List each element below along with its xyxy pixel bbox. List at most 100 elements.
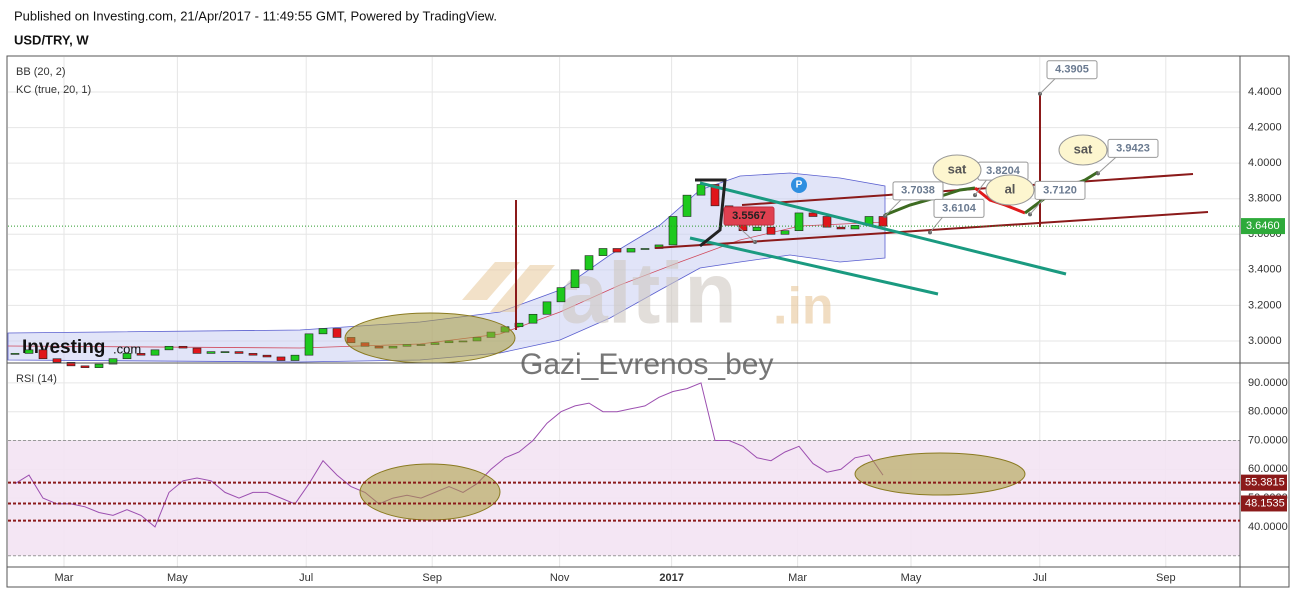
marker-badge <box>791 177 807 193</box>
candle <box>262 354 272 358</box>
x-tick-label: Sep <box>1156 572 1176 584</box>
candle <box>234 351 244 354</box>
candle <box>822 216 832 228</box>
x-tick-label: Jul <box>1033 572 1047 584</box>
signal-bubble <box>985 174 1035 206</box>
y-tick-label: 80.0000 <box>1248 406 1288 418</box>
signal-bubble <box>932 154 982 186</box>
candle <box>108 358 118 365</box>
annotation-box <box>1107 138 1159 158</box>
candle <box>640 248 650 250</box>
candle <box>780 230 790 235</box>
candle <box>556 287 566 303</box>
annotation-leader <box>884 197 904 217</box>
signal-bubble <box>1058 134 1108 166</box>
annotation-leader <box>1029 197 1046 215</box>
candle <box>192 347 202 354</box>
annotation-label: 3.8204 <box>986 165 1021 177</box>
symbol: USD/TRY, W <box>14 32 89 47</box>
x-tick-label: Sep <box>422 572 442 584</box>
watermark-logo: Investing <box>22 337 105 358</box>
watermark-site-suffix: .in <box>773 278 834 336</box>
y-tick-label: 90.0000 <box>1248 377 1288 389</box>
annotation-label: 3.5567 <box>732 210 766 222</box>
indicator-label: KC (true, 20, 1) <box>16 84 91 96</box>
y-tick-label: 4.0000 <box>1248 157 1282 169</box>
rsi-level-badge <box>1241 474 1287 491</box>
y-tick-label: 60.0000 <box>1248 463 1288 475</box>
candle <box>612 248 622 253</box>
candle <box>38 349 48 360</box>
annotation-label: 3.6104 <box>942 202 977 214</box>
annotations: 4.3905 3.9423 3.8204 3.7120 3.7038 3.6104 3.55… <box>723 60 1159 244</box>
candle <box>206 351 216 354</box>
y-tick-label: 3.4000 <box>1248 264 1282 276</box>
candle <box>318 328 328 335</box>
annotation-box <box>723 206 775 226</box>
y-tick-label: 40.0000 <box>1248 521 1288 533</box>
candle <box>542 301 552 315</box>
candle <box>52 358 62 363</box>
candle <box>304 333 314 356</box>
signal-label: al <box>1005 181 1016 196</box>
x-tick-label: May <box>901 572 922 584</box>
annotation-box <box>1034 180 1086 200</box>
candle <box>766 226 776 235</box>
y-tick-label: 4.4000 <box>1248 86 1282 98</box>
annotation-leader <box>974 177 989 196</box>
candle <box>332 328 342 338</box>
rsi-pane <box>8 382 1240 557</box>
candle <box>570 269 580 288</box>
indicator-label: BB (20, 2) <box>16 66 66 78</box>
annotation-box <box>933 198 985 218</box>
rsi-level-label: 55.3815 <box>1245 477 1285 489</box>
candle <box>836 226 846 230</box>
rsi-level-badge <box>1241 495 1287 512</box>
candle <box>626 248 636 253</box>
y-tick-label: 70.0000 <box>1248 434 1288 446</box>
candle <box>598 248 608 256</box>
watermark-logo-suffix: .com <box>113 341 141 356</box>
x-tick-label: Mar <box>55 572 74 584</box>
candle <box>696 184 706 196</box>
y-tick-label: 3.8000 <box>1248 193 1282 205</box>
y-tick-label: 3.2000 <box>1248 299 1282 311</box>
candle <box>752 226 762 232</box>
candle <box>248 353 258 356</box>
candle <box>794 212 804 232</box>
candle <box>808 212 818 217</box>
y-tick-label: 4.2000 <box>1248 121 1282 133</box>
rsi-title: RSI (14) <box>16 373 57 385</box>
candle <box>850 225 860 230</box>
watermark-logo-shape <box>462 262 555 312</box>
candle <box>10 353 20 355</box>
candle <box>122 353 132 360</box>
candle <box>24 349 34 354</box>
rsi-band <box>8 440 1240 556</box>
last-price-badge <box>1241 218 1285 235</box>
candle <box>878 216 888 227</box>
marker-label: P <box>796 180 803 191</box>
candle <box>80 365 90 368</box>
annotation-leader <box>1097 155 1119 174</box>
candle <box>94 363 104 368</box>
annotation-label: 3.7038 <box>901 185 935 197</box>
annotation-box <box>892 181 944 201</box>
candle <box>164 345 174 351</box>
x-tick-label: May <box>167 572 188 584</box>
candle <box>710 184 720 207</box>
candle <box>290 354 300 361</box>
candle <box>276 356 286 361</box>
candle <box>682 194 692 217</box>
annotation-label: 4.3905 <box>1055 64 1089 76</box>
x-tick-label: Nov <box>550 572 570 584</box>
annotation-box <box>1046 60 1098 80</box>
y-tick-label: 3.0000 <box>1248 335 1282 347</box>
annotation-leader <box>1039 76 1058 95</box>
published-line: Published on Investing.com, 21/Apr/2017 … <box>14 8 497 23</box>
x-tick-label: 2017 <box>659 572 683 584</box>
x-tick-label: Mar <box>788 572 807 584</box>
candle <box>178 345 188 349</box>
signal-label: sat <box>948 161 967 176</box>
